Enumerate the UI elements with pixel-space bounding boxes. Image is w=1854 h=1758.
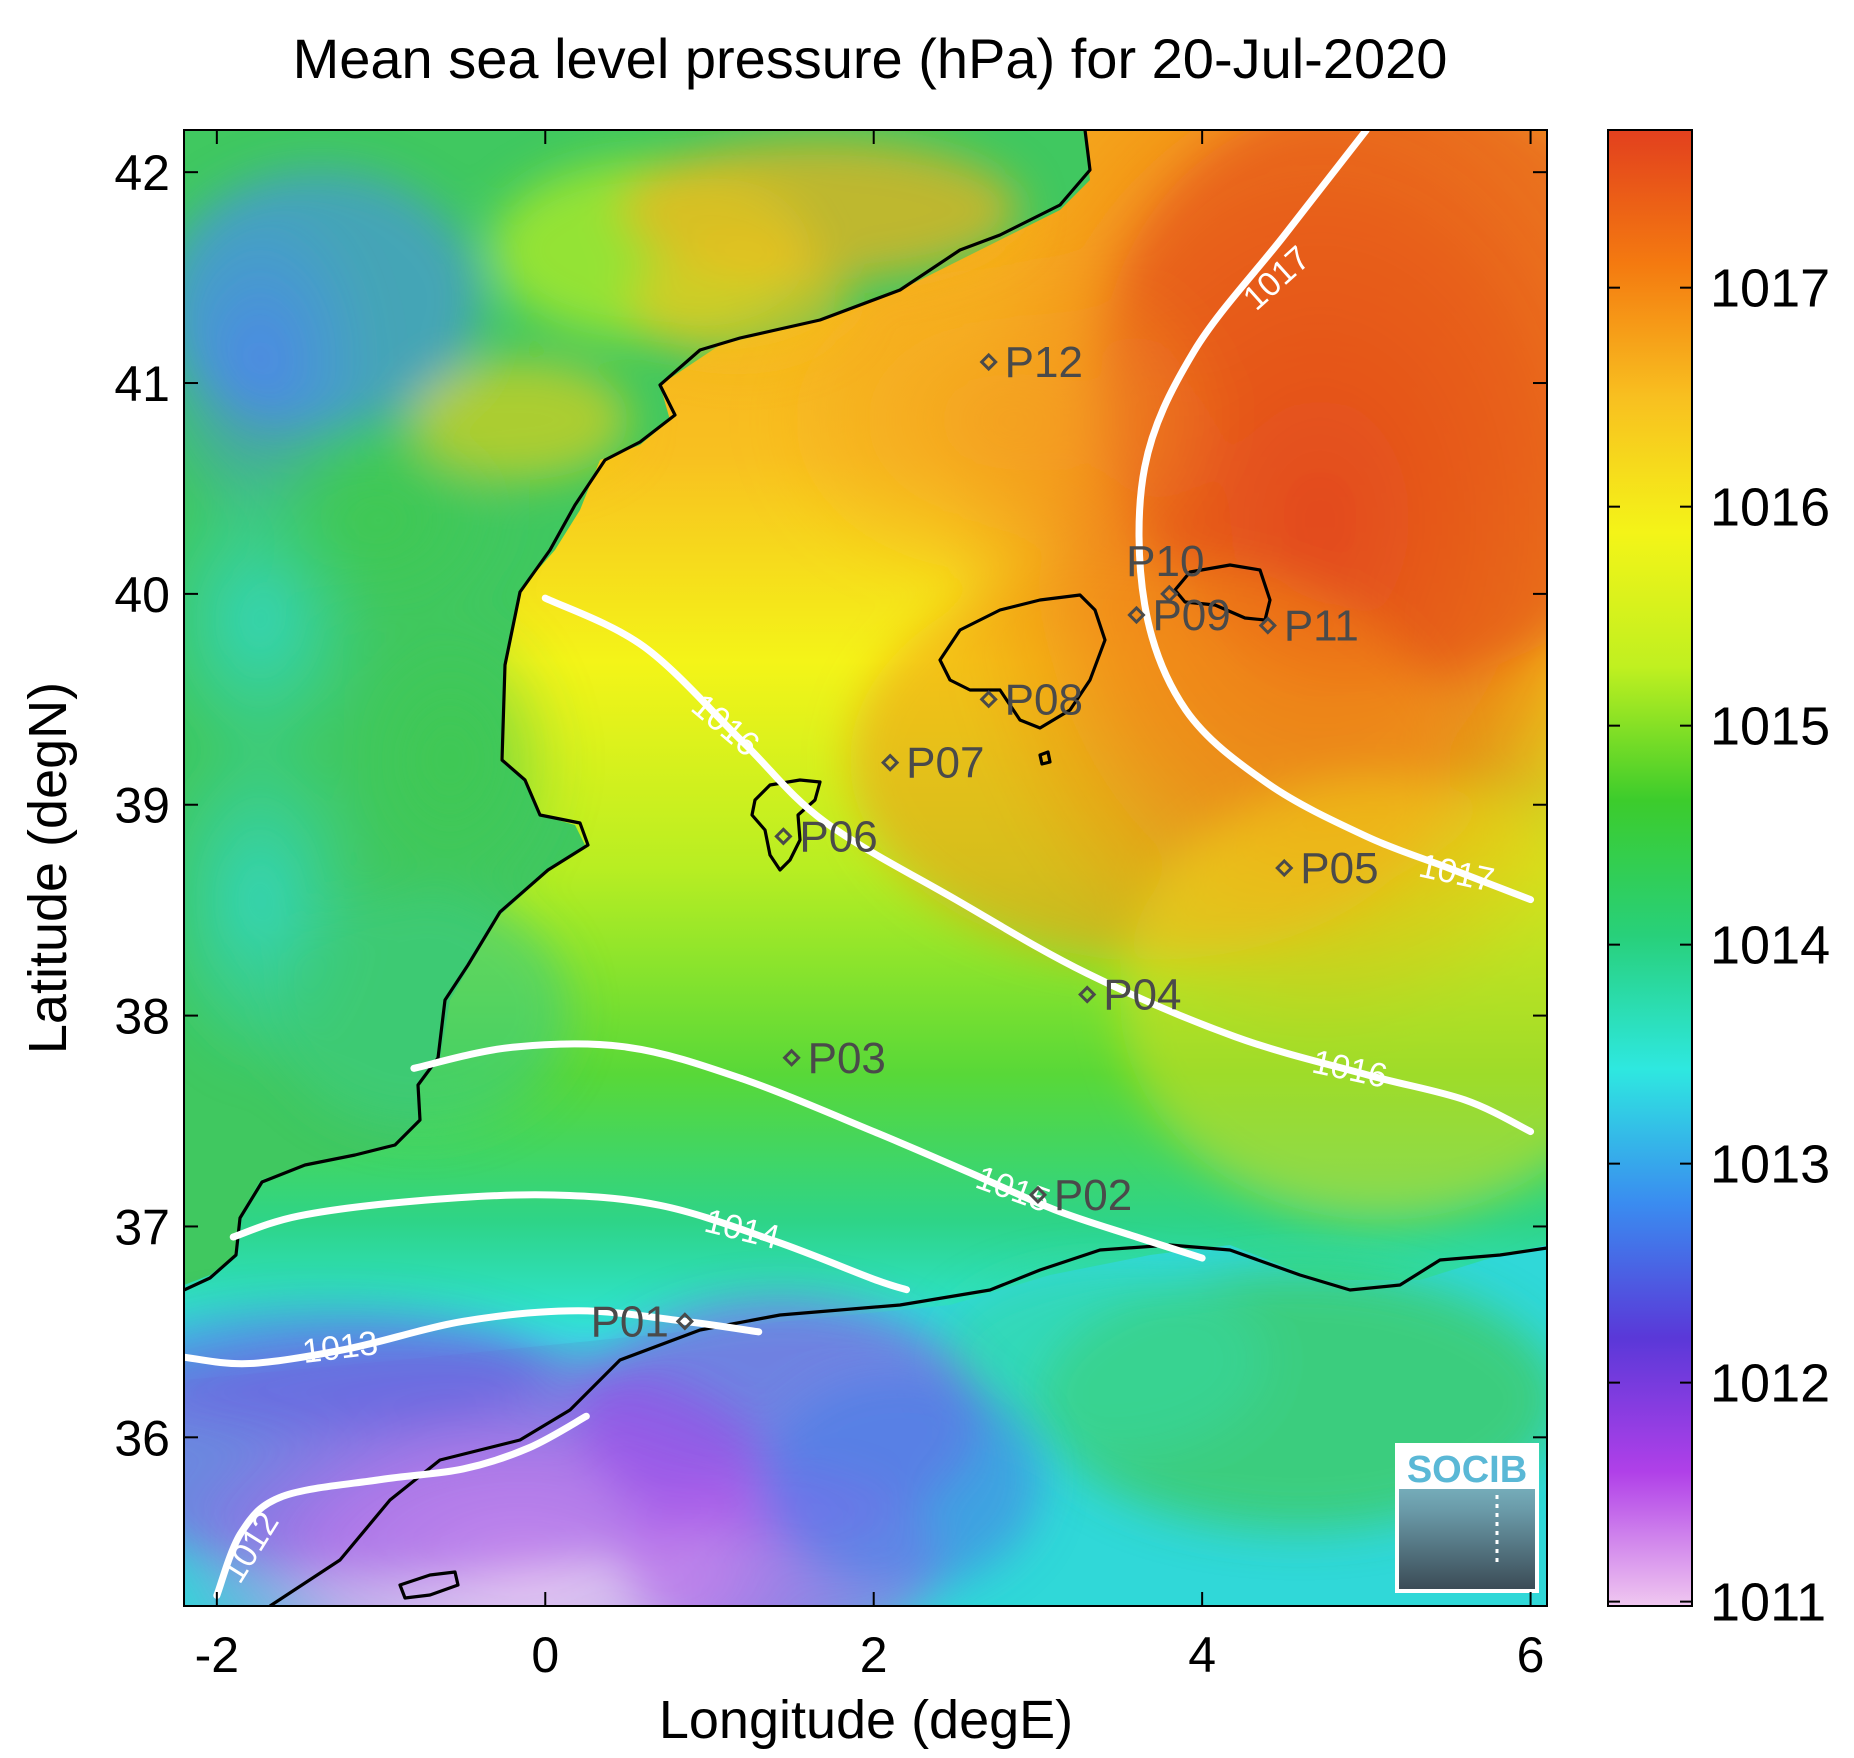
station-label: P02 bbox=[1054, 1171, 1132, 1220]
contour-label: 1013 bbox=[300, 1324, 380, 1371]
colorbar-tick-label: 1016 bbox=[1710, 478, 1830, 538]
station-marker bbox=[979, 352, 998, 372]
station-marker bbox=[1127, 605, 1146, 625]
station-marker bbox=[1078, 985, 1097, 1004]
station-marker bbox=[979, 690, 998, 709]
socib-logo-text: SOCIB bbox=[1407, 1449, 1527, 1491]
station-label: P08 bbox=[1005, 675, 1083, 724]
station-marker bbox=[1028, 1185, 1048, 1204]
y-tick-label: 36 bbox=[114, 1410, 170, 1466]
station-marker bbox=[1275, 858, 1294, 878]
station-marker bbox=[881, 753, 900, 772]
station-markers: P01 P02 P03 P04 P05 P06 P07 P08 P09 P10 P11 P12 bbox=[591, 338, 1379, 1346]
colorbar-gradient bbox=[1607, 129, 1693, 1607]
y-axis-label: Latitude (degN) bbox=[18, 682, 78, 1054]
x-tick-label: 0 bbox=[531, 1627, 559, 1683]
station-label: P06 bbox=[799, 812, 877, 861]
colorbar-tick-label: 1012 bbox=[1710, 1354, 1830, 1414]
plot-frame bbox=[183, 129, 1548, 1607]
station-label: P04 bbox=[1103, 971, 1181, 1020]
x-axis-ticks: -2 0 2 4 6 bbox=[195, 130, 1545, 1683]
contour-line-1013 bbox=[184, 1307, 763, 1368]
x-axis-label: Longitude (degE) bbox=[659, 1690, 1073, 1750]
colorbar-tick-label: 1015 bbox=[1710, 697, 1830, 757]
mallorca-coast bbox=[938, 593, 1107, 730]
station-marker bbox=[774, 827, 793, 846]
colorbar-tick-label: 1011 bbox=[1710, 1573, 1826, 1633]
station-label: P07 bbox=[906, 739, 984, 788]
colorbar-ticks: 1011 1012 1013 1014 1015 1016 1017 bbox=[1608, 259, 1830, 1633]
station-label: P03 bbox=[808, 1034, 886, 1083]
station-marker bbox=[1258, 616, 1277, 635]
station-label: P01 bbox=[591, 1297, 669, 1346]
station-label: P10 bbox=[1126, 537, 1204, 586]
station-marker bbox=[1160, 584, 1179, 604]
colorbar: 1011 1012 1013 1014 1015 1016 1017 bbox=[1607, 129, 1830, 1633]
contour-line-1016 bbox=[541, 594, 1535, 1136]
station-label: P11 bbox=[1284, 602, 1359, 651]
y-axis-ticks: 36 37 38 39 40 41 42 bbox=[114, 145, 1547, 1466]
colorbar-tick-label: 1014 bbox=[1710, 916, 1830, 976]
y-tick-label: 39 bbox=[114, 778, 170, 834]
x-tick-label: -2 bbox=[195, 1627, 239, 1683]
station-label: P09 bbox=[1152, 591, 1230, 640]
coastline bbox=[184, 130, 1547, 1606]
x-tick-label: 4 bbox=[1188, 1627, 1216, 1683]
station-marker bbox=[782, 1048, 801, 1067]
menorca-coast bbox=[1173, 563, 1272, 622]
x-tick-label: 2 bbox=[860, 1627, 888, 1683]
y-tick-label: 37 bbox=[114, 1199, 170, 1255]
y-tick-label: 40 bbox=[114, 567, 170, 623]
station-label: P05 bbox=[1300, 844, 1378, 893]
contour-line-1012 bbox=[213, 1412, 590, 1599]
contour-line-1017 bbox=[1135, 130, 1535, 904]
socib-logo: SOCIB bbox=[1395, 1443, 1539, 1593]
x-tick-label: 6 bbox=[1517, 1627, 1545, 1683]
station-marker bbox=[675, 1312, 694, 1331]
y-tick-label: 41 bbox=[114, 356, 170, 412]
y-tick-label: 42 bbox=[114, 145, 170, 201]
station-label: P12 bbox=[1005, 338, 1083, 387]
contour-line-1015 bbox=[410, 1040, 1206, 1262]
colorbar-tick-label: 1017 bbox=[1710, 259, 1830, 319]
chart-title: Mean sea level pressure (hPa) for 20-Jul… bbox=[293, 27, 1448, 90]
colorbar-tick-label: 1013 bbox=[1710, 1135, 1830, 1195]
contour-line-1014 bbox=[229, 1191, 911, 1294]
y-tick-label: 38 bbox=[114, 989, 170, 1045]
ibiza-coast bbox=[750, 778, 822, 872]
